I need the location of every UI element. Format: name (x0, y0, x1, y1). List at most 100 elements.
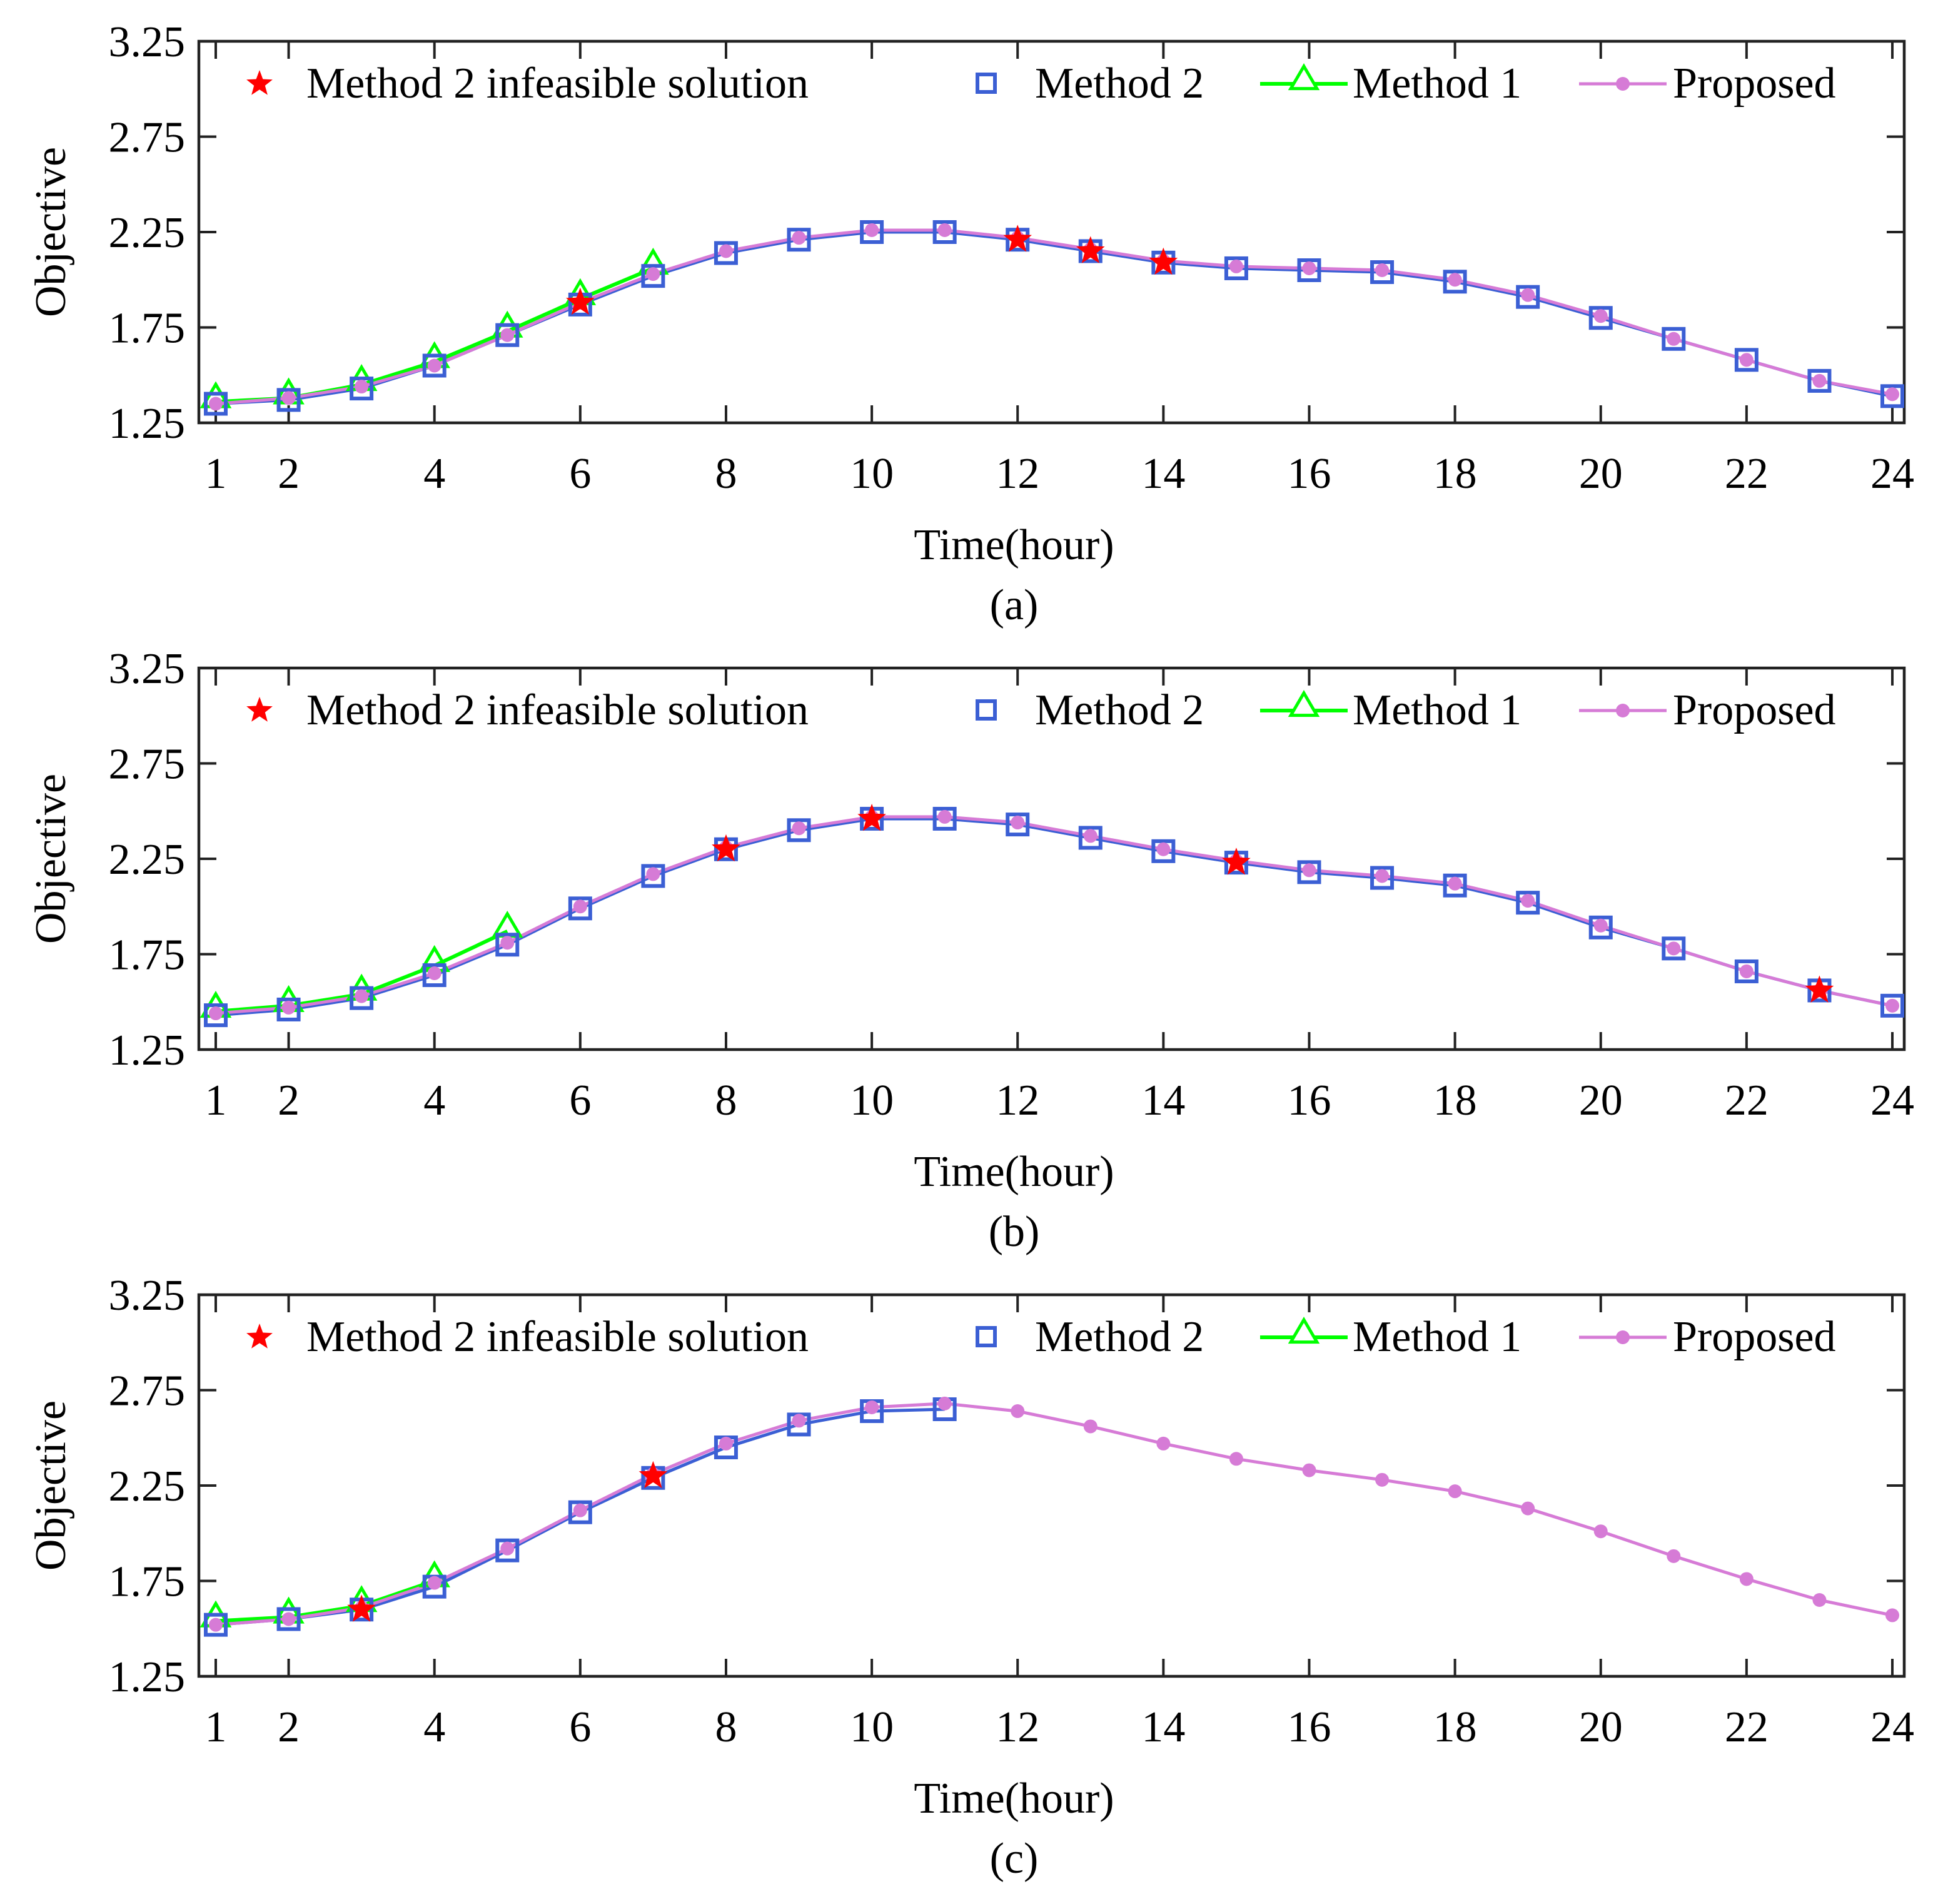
proposed-point (1812, 1593, 1827, 1607)
method2-point (276, 1607, 301, 1631)
x-tick-label: 10 (850, 1076, 894, 1125)
proposed-point (1011, 1404, 1025, 1419)
method2-point (204, 1613, 228, 1637)
method2-point (1734, 348, 1759, 372)
proposed-point (937, 809, 952, 824)
proposed-point (719, 1436, 733, 1451)
proposed-point (719, 244, 733, 258)
proposed-point (646, 267, 660, 281)
proposed-point (573, 899, 587, 914)
infeasible-point (712, 834, 740, 862)
infeasible-point (1076, 236, 1105, 263)
x-tick-label: 1 (205, 1076, 227, 1125)
method2-point (1662, 327, 1686, 351)
method2-point (350, 986, 374, 1010)
legend-method2-marker (976, 699, 997, 721)
proposed-point (427, 1576, 442, 1590)
method2-point (1443, 873, 1467, 898)
legend-method2-label: Method 2 (1035, 1313, 1204, 1361)
x-tick-label: 14 (1141, 1076, 1185, 1125)
legend-infeasible-marker (246, 697, 273, 722)
proposed-point (1521, 288, 1535, 302)
x-tick-label: 12 (996, 1076, 1039, 1125)
proposed-point (1885, 1608, 1899, 1623)
legend: Method 2 infeasible solution Method 2 Meth… (246, 59, 1836, 108)
proposed-point (209, 1618, 223, 1632)
y-tick-label: 1.75 (109, 931, 186, 980)
legend-infeasible-label: Method 2 infeasible solution (306, 686, 809, 734)
infeasible-point (857, 804, 886, 831)
method2-point (1224, 256, 1248, 280)
proposed-point (1011, 816, 1025, 830)
legend-infeasible-marker (246, 70, 273, 95)
proposed-point (1302, 1463, 1316, 1477)
method2-point (568, 1500, 592, 1524)
method2-point (495, 323, 520, 347)
x-tick-label: 14 (1141, 1703, 1185, 1751)
x-tick-label: 16 (1287, 1703, 1331, 1751)
x-tick-label: 22 (1725, 450, 1769, 498)
x-tick-label: 8 (715, 450, 737, 498)
x-tick-label: 8 (715, 1703, 737, 1751)
method1-line (215, 1579, 435, 1623)
y-axis-label: Objective (27, 147, 75, 317)
x-tick-label: 20 (1579, 450, 1623, 498)
proposed-point (500, 1541, 515, 1556)
proposed-point (1083, 829, 1098, 843)
x-tick-label: 6 (569, 1076, 591, 1125)
x-tick-label: 1 (205, 1703, 227, 1751)
x-tick-label: 6 (569, 450, 591, 498)
proposed-point (1739, 964, 1754, 978)
proposed-point (355, 989, 369, 1003)
x-tick-label: 18 (1433, 1703, 1477, 1751)
method2-point (422, 353, 447, 378)
method2-point (1443, 270, 1467, 294)
proposed-point (1593, 918, 1608, 933)
legend-method1-label: Method 1 (1353, 59, 1522, 108)
x-tick-label: 4 (423, 450, 445, 498)
method2-point (422, 963, 447, 988)
legend-method2-label: Method 2 (1035, 59, 1204, 108)
y-axis-label: Objective (27, 774, 75, 944)
method2-point (932, 806, 957, 831)
x-axis-label: Time(hour) (914, 1148, 1114, 1196)
legend-method1-marker (1288, 63, 1320, 91)
y-tick-label: 3.25 (109, 1272, 186, 1320)
method2-point (1588, 306, 1613, 330)
method2-point (641, 864, 665, 888)
method2-point (1807, 368, 1832, 393)
infeasible-point (1805, 975, 1834, 1003)
method2-point (1880, 993, 1904, 1018)
method2-point (1370, 866, 1395, 890)
method2-point (1078, 826, 1103, 850)
x-tick-label: 1 (205, 450, 227, 498)
x-tick-label: 2 (278, 1703, 300, 1751)
proposed-point (1302, 863, 1316, 878)
legend-proposed-label: Proposed (1673, 59, 1836, 108)
proposed-line (215, 228, 1893, 405)
chart-panel-2: 1.251.752.252.753.251 2 4 6 8 10 12 14 16 18 20 22 2… (27, 645, 1914, 1256)
x-tick-label: 22 (1725, 1076, 1769, 1125)
method2-line (215, 817, 1893, 1017)
x-tick-label: 18 (1433, 1076, 1477, 1125)
proposed-point (209, 1006, 223, 1021)
proposed-point (1521, 1501, 1535, 1516)
method2-point (1006, 813, 1030, 837)
x-tick-label: 18 (1433, 450, 1477, 498)
chart-panel-1: 1.251.752.252.753.251 2 4 6 8 10 12 14 16 18 20 22 2… (27, 18, 1914, 629)
proposed-point (1375, 869, 1390, 883)
proposed-point (1083, 1419, 1098, 1434)
proposed-point (281, 1612, 296, 1626)
x-tick-label: 24 (1870, 450, 1914, 498)
infeasible-point (1222, 848, 1251, 875)
method2-point (204, 392, 228, 416)
proposed-point (1667, 941, 1681, 956)
method2-point (714, 241, 738, 265)
proposed-point (500, 936, 515, 950)
method2-point (204, 1003, 228, 1028)
proposed-point (1448, 876, 1462, 891)
y-tick-label: 1.75 (109, 1558, 186, 1606)
panel-caption: (b) (989, 1208, 1040, 1256)
y-tick-label: 2.25 (109, 1462, 186, 1511)
